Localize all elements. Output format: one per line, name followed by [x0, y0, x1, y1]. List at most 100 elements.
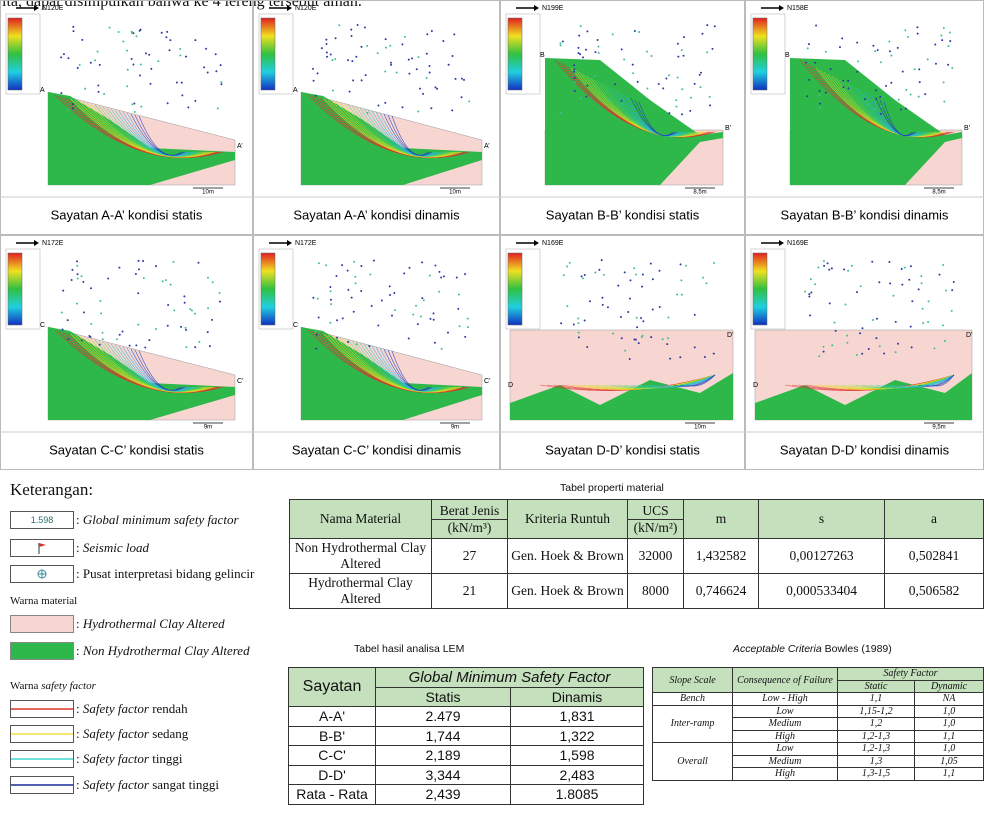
slip-center: [190, 309, 193, 312]
slip-center: [712, 352, 715, 355]
table-cell: Low - High: [732, 692, 838, 706]
symbol-icon: [11, 708, 73, 710]
slip-curve: [355, 106, 447, 157]
slip-center: [62, 289, 65, 292]
slip-center: [429, 317, 432, 320]
slip-center: [388, 285, 391, 288]
slip-center: [602, 273, 605, 276]
slip-center: [390, 63, 393, 66]
slip-center: [394, 309, 397, 312]
slip-center: [80, 275, 83, 278]
table-cell: 2,439: [375, 784, 511, 805]
legend-text: :: [76, 701, 83, 716]
slip-center: [354, 282, 357, 285]
slip-center: [103, 92, 106, 95]
slip-center: [165, 36, 168, 39]
slip-center: [416, 323, 419, 326]
table-cell: 1,0: [914, 704, 984, 718]
slip-center: [390, 314, 393, 317]
slip-center: [360, 79, 363, 82]
slip-center: [668, 74, 671, 77]
slip-center: [132, 32, 135, 35]
arrow-head: [34, 240, 39, 246]
slip-center: [824, 91, 827, 94]
slip-center: [330, 303, 333, 306]
slip-center: [874, 50, 877, 53]
slip-center: [809, 278, 812, 281]
header-cell: Consequence of Failure: [732, 667, 838, 693]
slip-center: [220, 81, 223, 84]
slip-curve: [871, 95, 919, 137]
slip-center: [351, 60, 354, 63]
slip-center: [467, 326, 470, 329]
panel: N120E A A’ 10m Sayatan A-A’ kondisi dinamis: [253, 0, 500, 235]
table-cell: 1,3-1,5: [837, 767, 915, 781]
slip-center: [828, 268, 831, 271]
legend-text: :: [76, 751, 83, 766]
lem-table: Sayatan Global Minimum Safety Factor Stati…: [288, 667, 645, 805]
slip-center: [680, 49, 683, 52]
slip-center: [706, 51, 709, 54]
header-cell: Slope Scale: [652, 667, 733, 693]
slip-center: [897, 98, 900, 101]
panel-border: [253, 0, 500, 235]
slip-center: [454, 77, 457, 80]
slip-center: [872, 44, 875, 47]
slip-curve: [375, 111, 437, 156]
slip-center: [331, 89, 334, 92]
panel-caption: Sayatan D-D’ kondisi dinamis: [780, 442, 950, 457]
slip-center: [126, 85, 129, 88]
direction-label: N172E: [295, 240, 317, 247]
slip-center: [577, 322, 580, 325]
slip-center: [173, 309, 176, 312]
slip-center: [67, 108, 70, 111]
scale-label: 8,5m: [932, 190, 945, 196]
table-row: Inter-ramp Low 1,15-1,2 1,0: [652, 704, 984, 743]
table-cell: B-B': [288, 725, 376, 746]
slip-center: [145, 52, 148, 55]
slip-center: [951, 289, 954, 292]
legend-text: Safety factor: [82, 701, 149, 716]
slip-center: [573, 77, 576, 80]
slip-center: [846, 334, 849, 337]
panel: N120E A A’ 10m Sayatan A-A’ kondisi statis: [0, 0, 253, 235]
header-text: a: [931, 511, 937, 526]
table-cell: 1,322: [509, 725, 645, 746]
title-rest: Bowles (1989): [821, 643, 892, 655]
slip-center: [807, 43, 810, 46]
slip-center: [180, 81, 183, 84]
table-cell: High: [732, 767, 838, 781]
table-cell: 1,432582: [683, 538, 759, 574]
slip-curve: [618, 91, 684, 137]
slip-center: [872, 107, 875, 110]
slip-center: [430, 107, 433, 110]
slip-center: [684, 264, 687, 267]
slip-center: [632, 72, 635, 75]
slip-center: [876, 49, 879, 52]
header-cell: Berat Jenis (kN/m³): [431, 499, 508, 539]
slip-curve: [924, 374, 955, 387]
slip-center: [434, 264, 437, 267]
slip-center: [347, 341, 350, 344]
slip-center: [89, 336, 92, 339]
slip-center: [815, 24, 818, 27]
slip-center: [216, 107, 219, 110]
section-end: D’: [966, 332, 973, 339]
slip-curve: [367, 344, 441, 392]
scale-frame: [750, 13, 786, 95]
slip-center: [389, 293, 392, 296]
slip-center: [675, 99, 678, 102]
slip-center: [667, 316, 670, 319]
slip-center: [806, 47, 809, 50]
slip-center: [867, 347, 870, 350]
legend-text: Seismic load: [82, 540, 149, 555]
slip-center: [833, 321, 836, 324]
arrow-head: [779, 240, 784, 246]
slip-center: [455, 276, 458, 279]
slip-center: [219, 64, 222, 67]
slip-center: [166, 30, 169, 33]
legend-symbol: [10, 615, 74, 633]
table-cell: 1,2-1,3: [837, 742, 915, 756]
slip-center: [426, 33, 429, 36]
